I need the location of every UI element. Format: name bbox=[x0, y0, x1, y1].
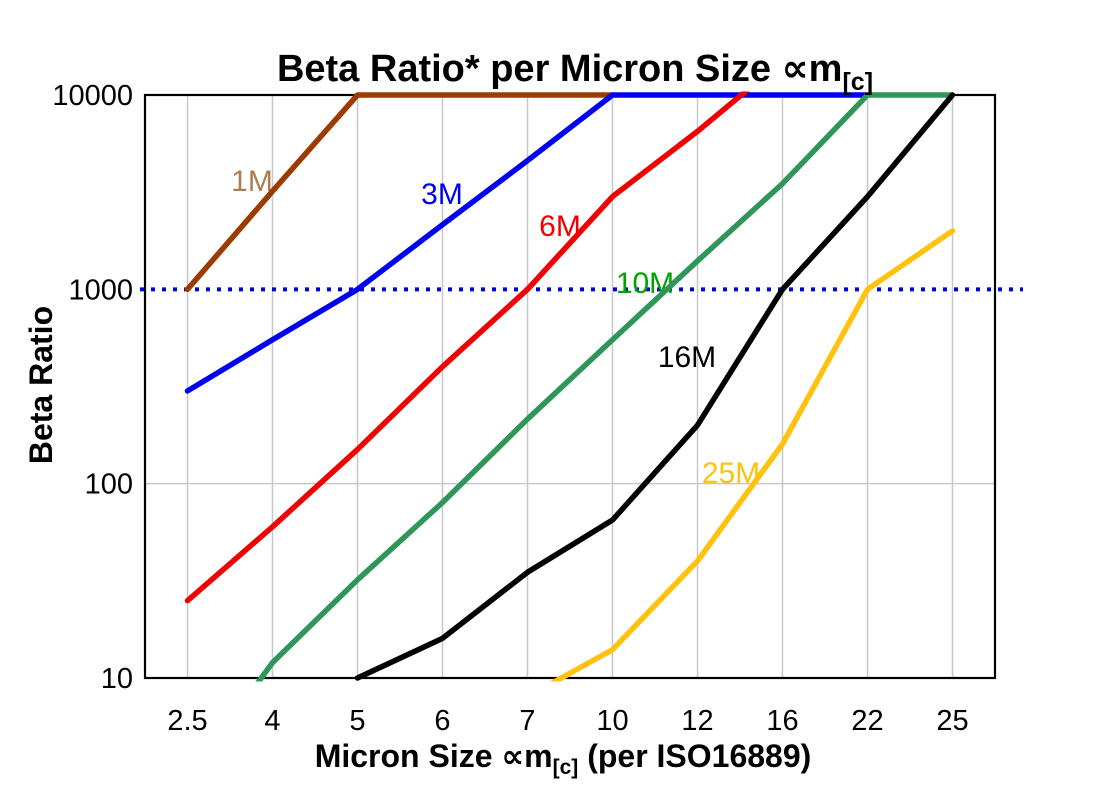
x-tick-16: 16 bbox=[766, 705, 798, 737]
series-label-16M: 16M bbox=[658, 341, 716, 374]
series-line-10M bbox=[255, 92, 956, 682]
title-text: (per ISO16889) bbox=[578, 738, 811, 774]
x-tick-labels: 2.5 4 5 6 7 10 12 16 22 25 bbox=[167, 705, 968, 737]
x-tick-6: 6 bbox=[434, 705, 450, 737]
y-tick-10: 10 bbox=[101, 663, 133, 695]
y-tick-10000: 10000 bbox=[52, 80, 133, 112]
curve-layer bbox=[184, 91, 956, 682]
x-tick-12: 12 bbox=[681, 705, 713, 737]
x-tick-2.5: 2.5 bbox=[167, 705, 207, 737]
y-axis-title: Beta Ratio bbox=[23, 306, 59, 464]
series-line-6M bbox=[184, 91, 750, 604]
x-tick-4: 4 bbox=[264, 705, 280, 737]
series-line-25M bbox=[549, 228, 956, 682]
x-tick-25: 25 bbox=[936, 705, 968, 737]
series-label-10M: 10M bbox=[616, 267, 674, 300]
x-tick-7: 7 bbox=[519, 705, 535, 737]
title-subscript: [c] bbox=[553, 756, 579, 779]
chart-title: Beta Ratio* per Micron Size ∝m[c] bbox=[277, 48, 873, 96]
x-axis-title: Micron Size ∝m[c] (per ISO16889) bbox=[315, 738, 812, 779]
title-text: Beta Ratio* per Micron Size ∝m bbox=[277, 48, 843, 90]
x-tick-22: 22 bbox=[851, 705, 883, 737]
title-text: Micron Size ∝m bbox=[315, 738, 553, 774]
series-line-1M bbox=[184, 92, 616, 293]
series-label-1M: 1M bbox=[231, 165, 273, 198]
x-tick-5: 5 bbox=[349, 705, 365, 737]
series-label-3M: 3M bbox=[421, 178, 463, 211]
y-tick-1000: 1000 bbox=[68, 274, 133, 306]
series-line-16M bbox=[354, 92, 956, 681]
series-line-3M bbox=[184, 92, 871, 394]
title-subscript: [c] bbox=[842, 68, 873, 96]
y-tick-100: 100 bbox=[85, 469, 133, 501]
x-tick-10: 10 bbox=[596, 705, 628, 737]
y-tick-labels: 10 100 1000 10000 bbox=[52, 80, 133, 695]
